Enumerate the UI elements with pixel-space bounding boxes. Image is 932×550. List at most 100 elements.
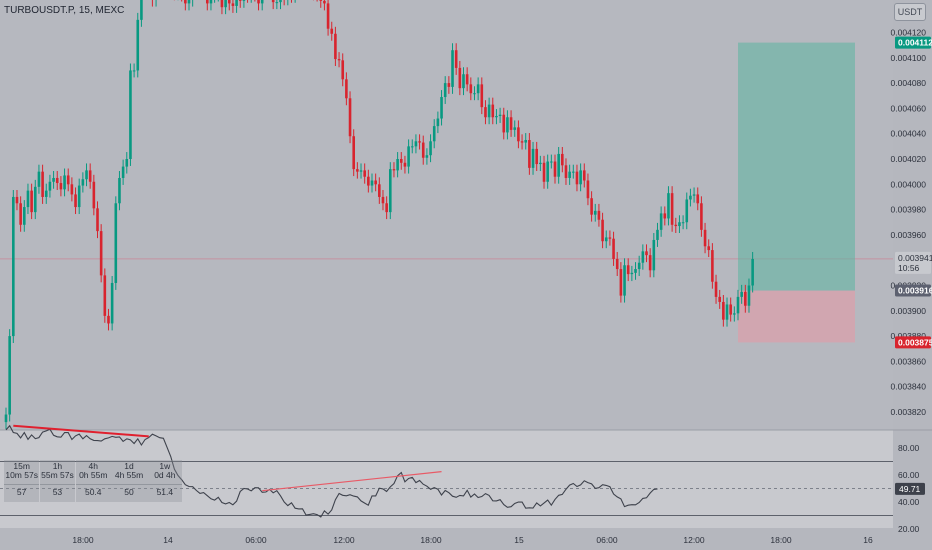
candle-body xyxy=(389,169,392,213)
candle-body xyxy=(484,107,487,118)
candle-body xyxy=(623,265,626,296)
candle-body xyxy=(451,50,454,87)
candle-body xyxy=(645,251,648,256)
candle-body xyxy=(407,146,410,167)
candle-body xyxy=(337,59,341,61)
candle-body xyxy=(231,3,235,6)
candle-body xyxy=(363,170,366,177)
mtf-value: 51.4 xyxy=(147,484,183,499)
candle-body xyxy=(352,136,355,170)
candle-body xyxy=(44,190,48,197)
price-tick-label: 0.003820 xyxy=(891,407,927,417)
time-tick-label: 18:00 xyxy=(770,535,792,545)
candle-body xyxy=(615,258,619,270)
candle-body xyxy=(491,104,495,118)
candle-body xyxy=(326,3,330,29)
candle-body xyxy=(747,285,751,306)
mtf-remaining: 10m 57s xyxy=(5,470,38,480)
candle-body xyxy=(502,114,506,133)
candle-body xyxy=(568,171,571,178)
price-tick-label: 0.003960 xyxy=(891,230,927,240)
candle-body xyxy=(275,2,279,4)
candle-body xyxy=(48,181,52,191)
candle-body xyxy=(436,118,440,127)
time-tick-label: 16 xyxy=(863,535,873,545)
candle-body xyxy=(593,210,597,215)
candle-body xyxy=(465,74,469,85)
candle-body xyxy=(410,146,414,148)
candle-body xyxy=(55,177,59,184)
candle-body xyxy=(374,180,377,185)
rsi-value-badge xyxy=(895,482,925,495)
candle-body xyxy=(125,159,129,167)
symbol-title: TURBOUSDT.P, 15, MEXC xyxy=(4,5,125,16)
candle-body xyxy=(396,159,399,171)
rsi-line xyxy=(5,424,658,518)
rsi-pane xyxy=(0,430,893,528)
candle-body xyxy=(550,161,553,163)
time-tick-label: 06:00 xyxy=(245,535,267,545)
time-axis[interactable] xyxy=(0,528,932,550)
last-price-badge xyxy=(895,251,931,274)
candle-body xyxy=(718,296,721,302)
candle-body xyxy=(670,193,674,225)
candle-body xyxy=(736,296,740,314)
price-tick-label: 0.004120 xyxy=(891,28,927,38)
stop-badge-text: 0.003875 xyxy=(898,337,932,347)
candle-body xyxy=(564,165,568,178)
candle-body xyxy=(652,239,656,271)
candle-body xyxy=(341,60,345,80)
candle-body xyxy=(187,0,191,4)
mtf-col-15m: 15m 10m 57s 57 xyxy=(4,460,40,502)
candle-body xyxy=(707,246,711,251)
candle-body xyxy=(711,250,714,282)
price-tick-label: 0.004000 xyxy=(891,179,927,189)
candle-body xyxy=(271,0,275,3)
rsi-divergence-line xyxy=(13,424,149,438)
candle-body xyxy=(319,0,323,1)
candle-body xyxy=(96,208,99,232)
candle-body xyxy=(132,70,136,72)
candle-body xyxy=(630,272,634,275)
candle-body xyxy=(572,171,575,173)
candle-body xyxy=(696,194,700,204)
candle-body xyxy=(385,203,388,213)
candle-body xyxy=(381,196,385,204)
mtf-col-1d: 1d 4h 55m 50 xyxy=(111,460,147,502)
candle-body xyxy=(63,175,66,190)
candle-body xyxy=(59,183,63,190)
candle-body xyxy=(418,141,421,143)
candle-body xyxy=(19,203,22,225)
candle-body xyxy=(733,313,736,315)
price-tick-label: 0.003860 xyxy=(891,356,927,366)
rsi-tick-label: 80.00 xyxy=(898,443,920,453)
price-tick-label: 0.003880 xyxy=(891,331,927,341)
candle-body xyxy=(103,275,107,316)
candle-body xyxy=(257,0,260,4)
candle-body xyxy=(432,126,436,142)
candle-body xyxy=(637,262,641,270)
mtf-col-4h: 4h 0h 55m 50.4 xyxy=(75,460,111,502)
candle-body xyxy=(30,190,33,213)
candle-body xyxy=(378,184,381,197)
mtf-value: 50 xyxy=(111,484,147,499)
candle-body xyxy=(714,281,718,297)
candle-body xyxy=(535,148,538,165)
candle-body xyxy=(227,0,231,4)
time-tick-label: 12:00 xyxy=(333,535,355,545)
candle-body xyxy=(345,79,348,99)
candle-body xyxy=(367,176,370,186)
candle-body xyxy=(359,170,363,172)
mtf-timeframe: 15m xyxy=(13,461,30,471)
price-tick-label: 0.004040 xyxy=(891,129,927,139)
candle-body xyxy=(334,33,337,60)
time-tick-label: 18:00 xyxy=(72,535,94,545)
currency-badge[interactable]: USDT xyxy=(894,3,926,21)
candle-body xyxy=(740,291,743,297)
candle-body xyxy=(121,166,125,178)
candle-body xyxy=(403,162,407,167)
candle-body xyxy=(729,304,732,315)
candle-body xyxy=(92,181,96,209)
mtf-value: 50.4 xyxy=(75,484,111,499)
